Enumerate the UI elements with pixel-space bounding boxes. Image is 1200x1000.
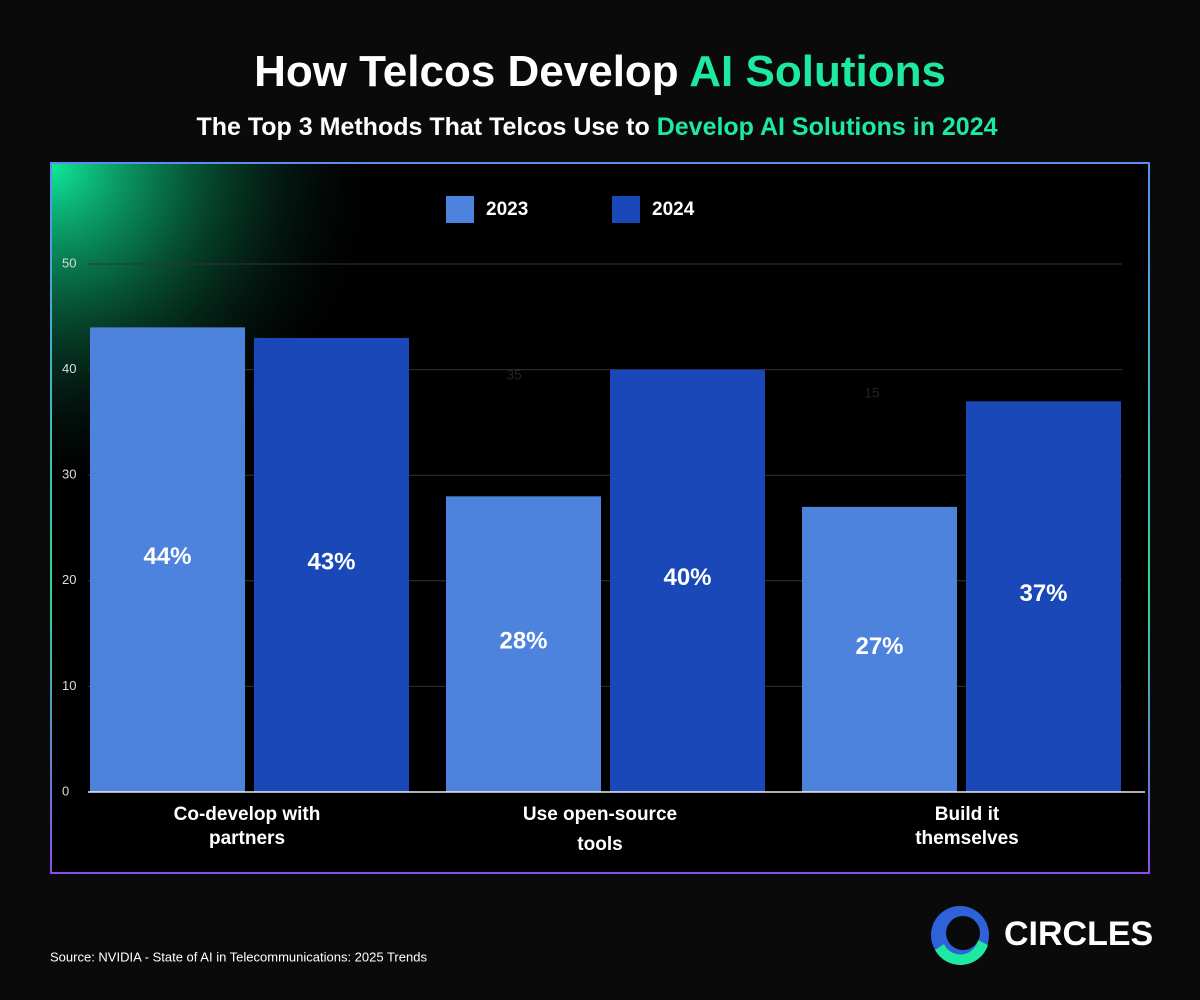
bar (254, 337, 409, 792)
category-band (135, 795, 1079, 855)
logo: CIRCLES (931, 906, 1153, 966)
subtitle-lead: The Top 3 Methods That Telcos Use to (196, 113, 649, 141)
y-tick-label: 40 (62, 361, 76, 376)
x-tick-label: Use open-source tools (522, 804, 678, 855)
plot-frame (50, 162, 1150, 874)
bar (966, 401, 1121, 792)
x-tick-label: Co-develop with partners (173, 804, 321, 849)
y-tick-label: 0 (62, 783, 69, 798)
value-label: 28% (499, 628, 547, 655)
chart-title: How Telcos Develop AI Solutions (254, 47, 946, 96)
logo-arc (935, 940, 988, 966)
value-label: 27% (855, 633, 903, 660)
x-tick-label: Build it themselves (915, 804, 1019, 849)
bar (802, 506, 957, 792)
title-highlight: AI Solutions (689, 47, 946, 96)
legend-swatch (446, 196, 474, 223)
annotation: 15 (864, 385, 880, 401)
logo-text: CIRCLES (1004, 915, 1153, 953)
title-lead: How Telcos Develop (254, 47, 679, 96)
logo-hole (946, 916, 980, 950)
source: Source: NVIDIA - State of AI in Telecomm… (50, 949, 427, 964)
bar (610, 369, 765, 792)
value-label: 43% (307, 548, 355, 575)
y-tick-label: 20 (62, 572, 76, 587)
value-label: 44% (143, 543, 191, 570)
value-label: 37% (1019, 580, 1067, 607)
legend-label: 2024 (652, 199, 695, 220)
legend-label: 2023 (486, 199, 528, 220)
y-tick-label: 10 (62, 678, 76, 693)
chart-subtitle: The Top 3 Methods That Telcos Use to Dev… (196, 113, 997, 141)
y-tick-label: 30 (62, 467, 76, 482)
subtitle-highlight: Develop AI Solutions in 2024 (657, 113, 998, 141)
annotation: 35 (506, 367, 522, 383)
y-tick-label: 50 (62, 255, 76, 270)
value-label: 40% (663, 564, 711, 591)
bar (90, 327, 245, 792)
bar (446, 496, 601, 792)
legend-swatch (612, 196, 640, 223)
